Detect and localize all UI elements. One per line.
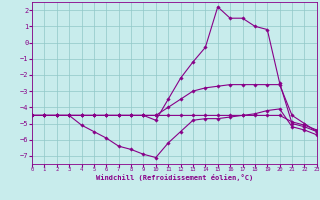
X-axis label: Windchill (Refroidissement éolien,°C): Windchill (Refroidissement éolien,°C)	[96, 174, 253, 181]
